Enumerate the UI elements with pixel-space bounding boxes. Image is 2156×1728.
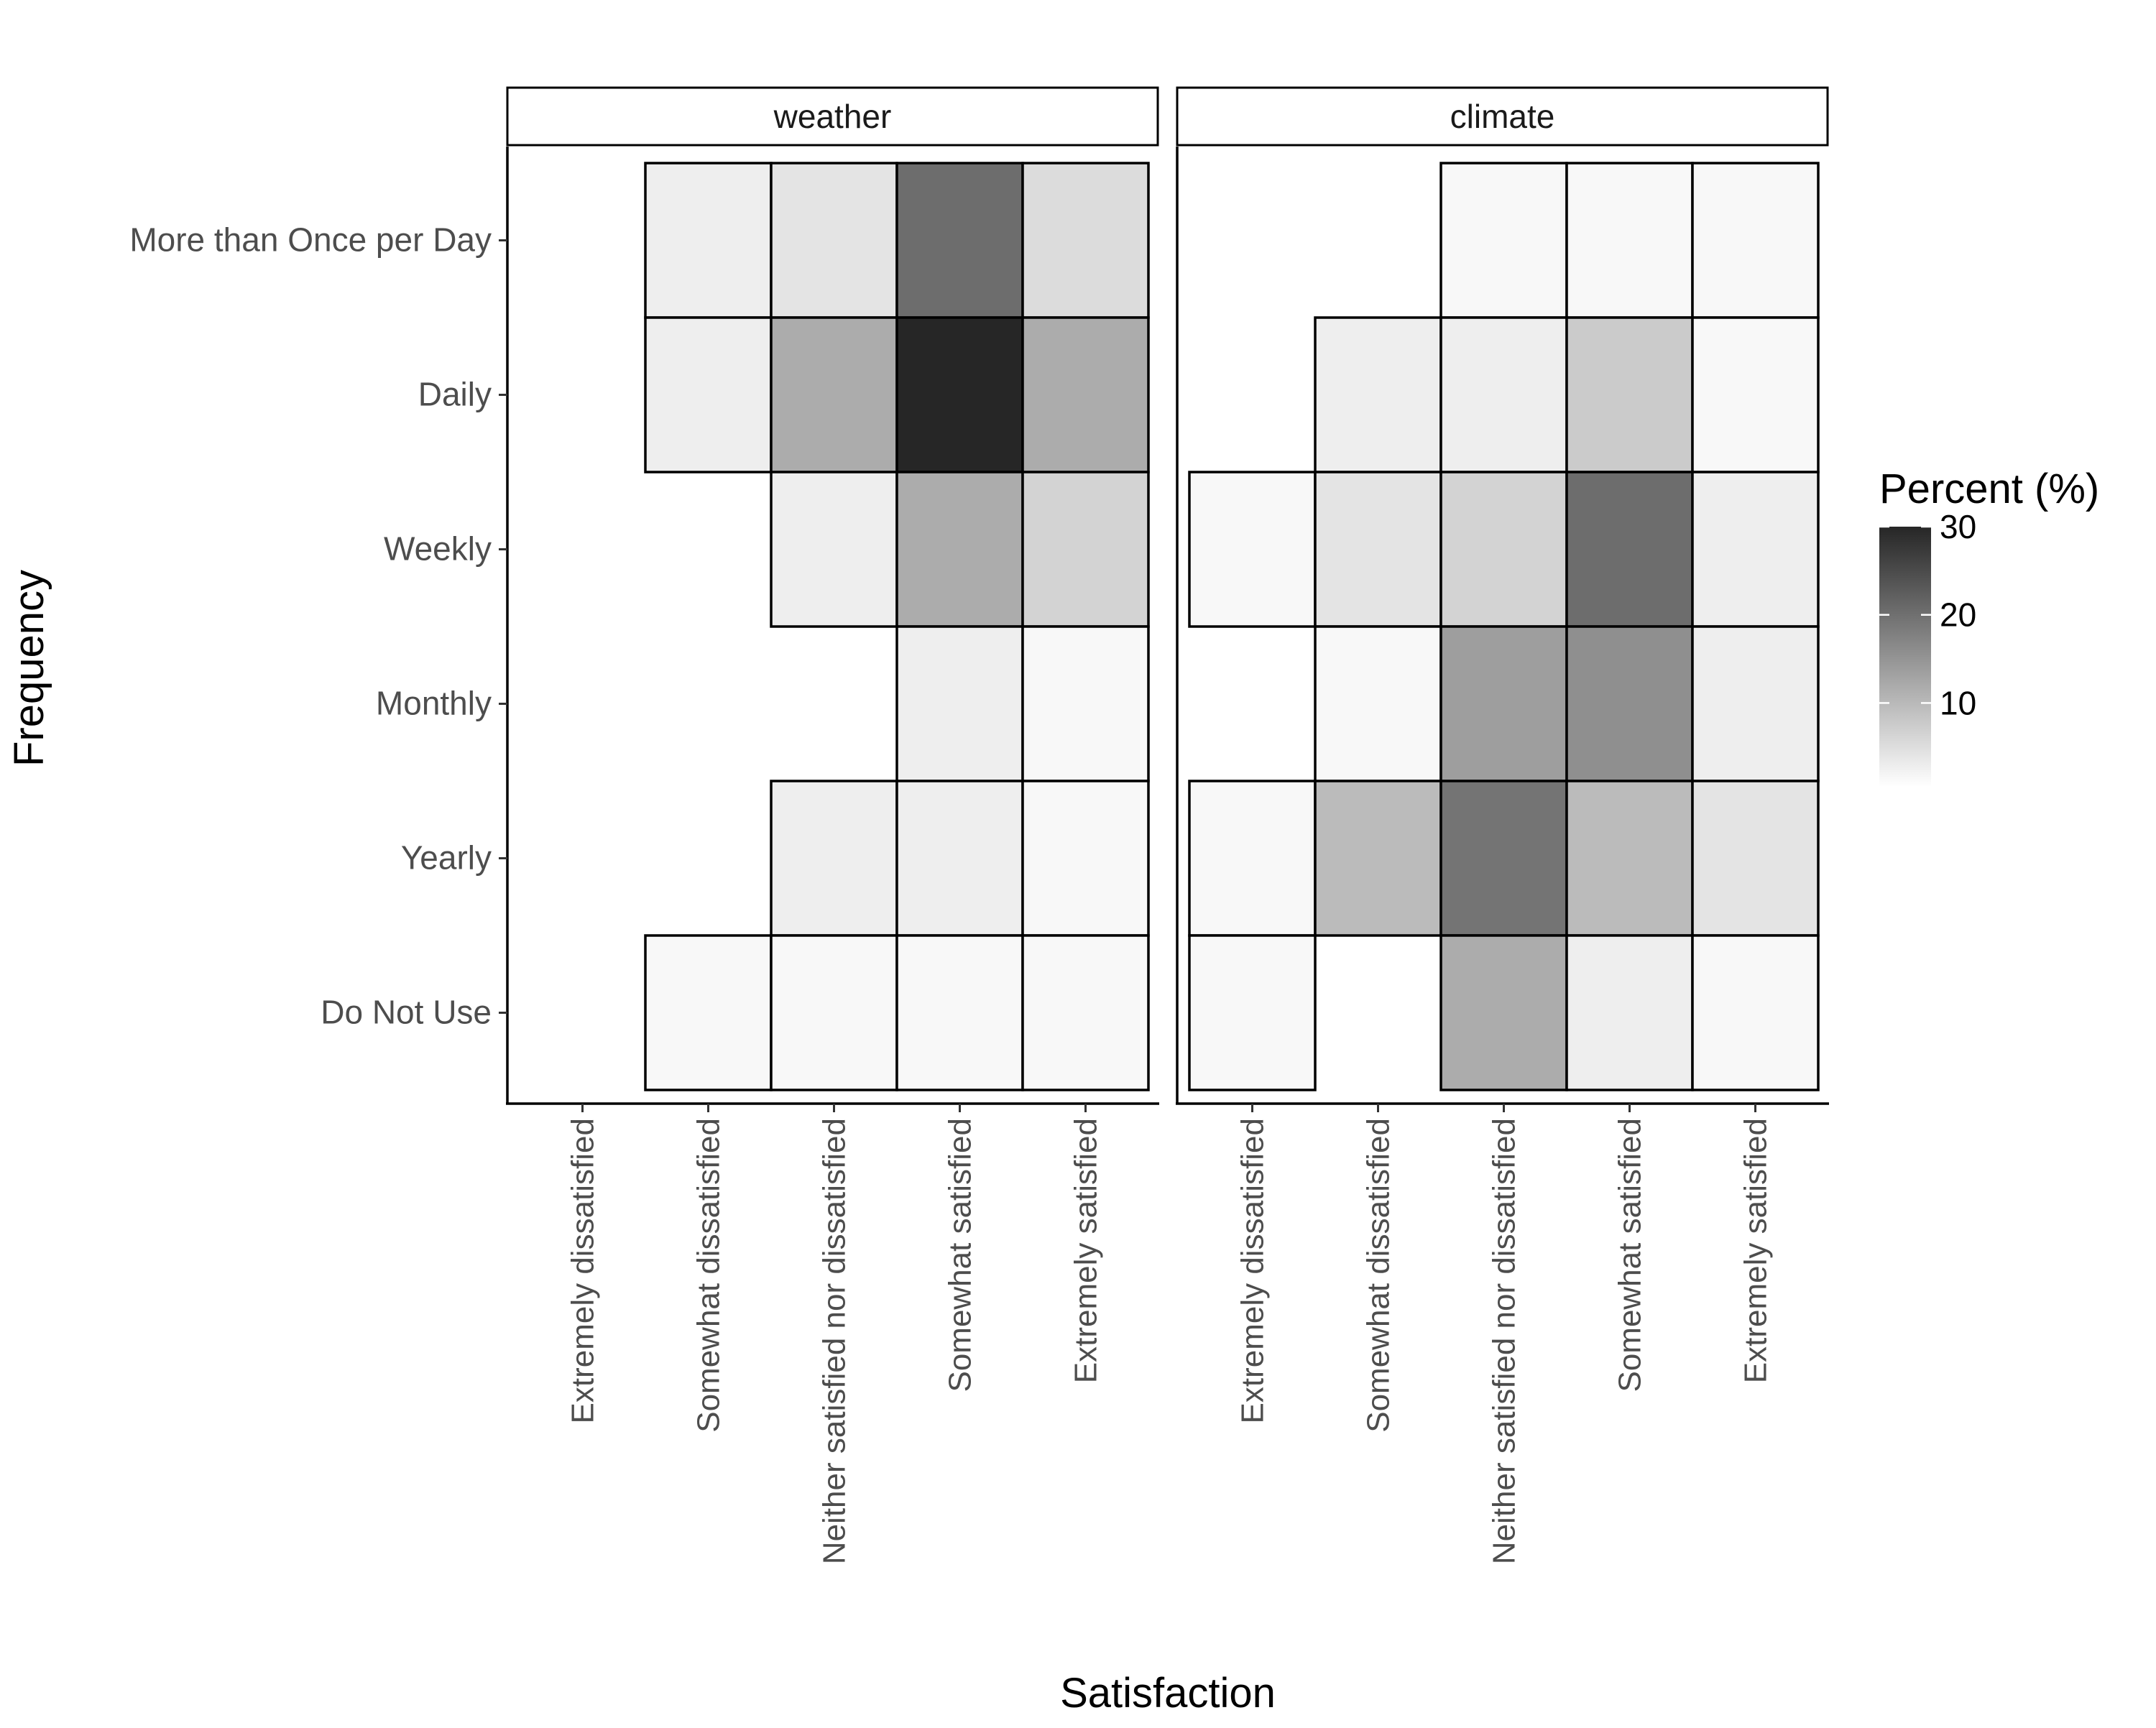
heatmap-cell: [770, 780, 898, 937]
facet-strip: [1176, 86, 1829, 147]
facet-panel-weather: weather Extremely dissatisfied Somewhat di…: [506, 86, 1159, 1564]
heatmap-cell: [1188, 780, 1317, 937]
heatmap-cell: [770, 316, 898, 473]
x-tick-label: Neither satisfied nor dissatisfied: [817, 1118, 852, 1564]
y-tick-label: Monthly: [376, 685, 492, 722]
heatmap-cell: [1314, 625, 1442, 782]
heatmap-cell: [1188, 471, 1317, 628]
x-tick-label: Neither satisfied nor dissatisfied: [1487, 1118, 1522, 1564]
heatmap-cell: [1314, 471, 1442, 628]
heatmap-cell: [895, 316, 1024, 473]
panels-layer: weather Extremely dissatisfied Somewhat di…: [506, 86, 1829, 1564]
heatmap-cell: [1691, 625, 1820, 782]
y-axis-title: Frequency: [6, 570, 52, 767]
heatmap-cell: [1691, 934, 1820, 1091]
heatmap-cell: [1439, 471, 1568, 628]
x-tick-label: Extremely dissatisfied: [1235, 1118, 1271, 1423]
heatmap-cell: [1021, 780, 1150, 937]
heatmap-cell: [1691, 780, 1820, 937]
heatmap-cell: [1565, 162, 1694, 319]
y-tick-label: Yearly: [401, 839, 492, 877]
heatmap-cell: [895, 471, 1024, 628]
heatmap-cell: [1021, 162, 1150, 319]
heatmap-cell: [1439, 934, 1568, 1091]
y-tick-label: Daily: [418, 376, 492, 413]
legend: Percent (%) 10 20 30: [1879, 466, 2099, 787]
heatmap-cell: [1314, 780, 1442, 937]
heatmap-cell: [1314, 316, 1442, 473]
heatmap-cell: [1021, 471, 1150, 628]
x-tick-label: Extremely satisfied: [1738, 1118, 1774, 1383]
legend-tick-label: 20: [1940, 596, 1976, 634]
heatmap-cell: [644, 162, 773, 319]
heatmap-cell: [770, 471, 898, 628]
x-tick-label: Somewhat dissatisfied: [691, 1118, 727, 1433]
legend-tick-label: 30: [1940, 508, 1976, 545]
y-tick-label: Weekly: [384, 530, 492, 568]
heatmap-cell: [1565, 625, 1694, 782]
heatmap-cell: [1565, 316, 1694, 473]
heatmap-cell: [895, 934, 1024, 1091]
heatmap-cell: [1439, 780, 1568, 937]
facet-panel-climate: climate Extremely dissatisfied Somewhat di…: [1176, 86, 1829, 1564]
heatmap-cell: [1691, 471, 1820, 628]
heatmap-cell: [1565, 471, 1694, 628]
legend-colorbar: [1879, 527, 1931, 787]
legend-title: Percent (%): [1879, 466, 2099, 512]
heatmap-cell: [770, 162, 898, 319]
x-axis-title: Satisfaction: [1060, 1670, 1276, 1717]
y-tick-label: More than Once per Day: [129, 221, 492, 259]
heatmap-cell: [1565, 934, 1694, 1091]
x-tick-label: Somewhat dissatisfied: [1361, 1118, 1396, 1433]
heatmap-cell: [895, 162, 1024, 319]
heatmap-cell: [1565, 780, 1694, 937]
heatmap-cell: [1439, 162, 1568, 319]
heatmap-cell: [895, 625, 1024, 782]
heatmap-cell: [1691, 162, 1820, 319]
heatmap-cell: [1021, 625, 1150, 782]
facet-strip-label: weather: [773, 98, 892, 135]
heatmap-cell: [895, 780, 1024, 937]
x-tick-label: Somewhat satisfied: [943, 1118, 978, 1392]
x-tick-label: Extremely satisfied: [1069, 1118, 1104, 1383]
heatmap-cell: [1439, 316, 1568, 473]
x-tick-label: Extremely dissatisfied: [566, 1118, 601, 1423]
y-tick-label: Do Not Use: [321, 994, 492, 1031]
x-tick-label: Somewhat satisfied: [1613, 1118, 1648, 1392]
heatmap-cell: [1691, 316, 1820, 473]
heatmap-cell: [1188, 934, 1317, 1091]
heatmap-cell: [644, 316, 773, 473]
y-axis: More than Once per Day Daily Weekly Monthly…: [129, 221, 507, 1031]
legend-tick-label: 10: [1940, 684, 1976, 721]
heatmap-cell: [644, 934, 773, 1091]
heatmap-cell: [770, 934, 898, 1091]
facet-strip: [506, 86, 1159, 147]
facet-strip-label: climate: [1450, 98, 1555, 135]
heatmap-cell: [1021, 316, 1150, 473]
heatmap-cell: [1021, 934, 1150, 1091]
heatmap-cell: [1439, 625, 1568, 782]
